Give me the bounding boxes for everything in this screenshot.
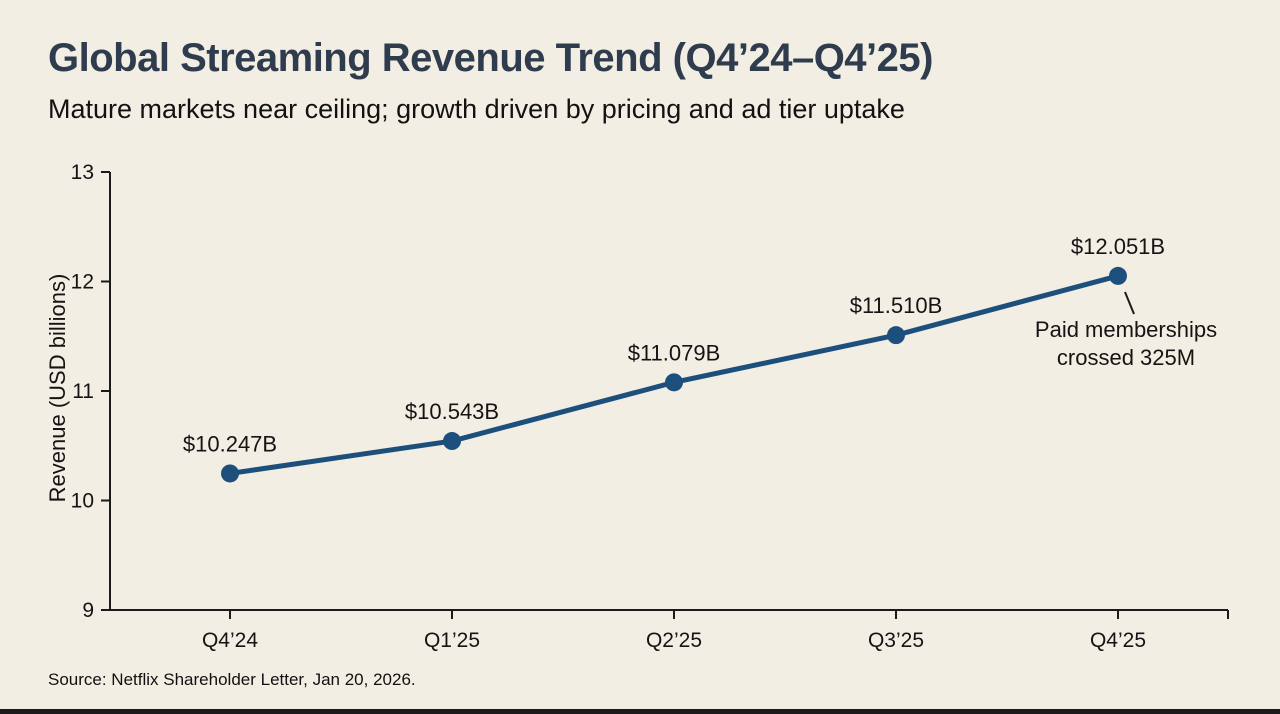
line-chart: 13 12 11 10 9 Q4’24 Q1’25 Q2’25 Q3’25 Q4’25 $10.24… [71,161,1229,652]
data-point-label: $12.051B [1071,234,1165,259]
data-point [665,373,683,392]
chart-title: Global Streaming Revenue Trend (Q4’24–Q4… [48,36,933,80]
data-point-label: $11.079B [628,340,721,365]
x-tick-label: Q4’24 [202,629,258,652]
source-note: Source: Netflix Shareholder Letter, Jan … [48,670,416,689]
data-point [221,464,239,483]
y-tick-label: 10 [71,490,94,513]
y-tick-label: 11 [72,380,94,403]
annotation-paid-memberships: Paid memberships crossed 325M [1034,317,1218,371]
annotation-connector-line [1124,291,1135,315]
bottom-crop-strip [0,709,1280,714]
y-tick-label: 13 [71,161,94,184]
x-tick-label: Q4’25 [1090,629,1146,652]
data-point-label: $10.543B [405,399,499,424]
x-tick-label: Q3’25 [868,629,924,652]
chart-subtitle: Mature markets near ceiling; growth driv… [48,94,905,124]
y-tick-label: 9 [82,599,94,622]
data-point-label: $11.510B [850,293,943,318]
data-point-label: $10.247B [183,431,277,456]
data-point [443,432,461,451]
y-tick-label: 12 [71,271,94,294]
x-tick-label: Q1’25 [424,629,480,652]
x-tick-label: Q2’25 [646,629,702,652]
data-point [1109,266,1127,285]
data-point [887,326,905,345]
